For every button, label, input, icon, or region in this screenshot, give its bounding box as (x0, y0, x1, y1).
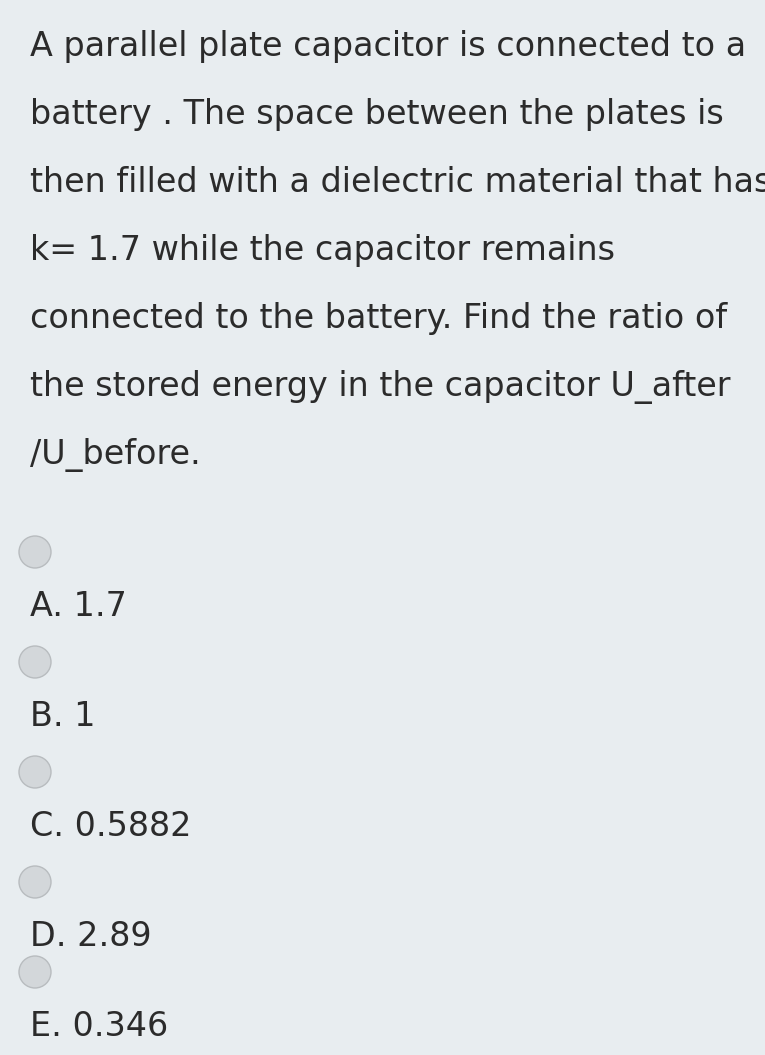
Text: E. 0.346: E. 0.346 (30, 1010, 168, 1043)
Text: connected to the battery. Find the ratio of: connected to the battery. Find the ratio… (30, 302, 727, 335)
Text: then filled with a dielectric material that has: then filled with a dielectric material t… (30, 166, 765, 199)
Circle shape (19, 536, 51, 568)
Text: k= 1.7 while the capacitor remains: k= 1.7 while the capacitor remains (30, 234, 615, 267)
Text: the stored energy in the capacitor U_after: the stored energy in the capacitor U_aft… (30, 370, 731, 404)
Text: C. 0.5882: C. 0.5882 (30, 810, 191, 843)
Text: A. 1.7: A. 1.7 (30, 590, 127, 624)
Circle shape (19, 956, 51, 987)
Text: B. 1: B. 1 (30, 701, 96, 733)
Circle shape (19, 646, 51, 678)
Circle shape (19, 866, 51, 898)
Text: /U_before.: /U_before. (30, 438, 200, 472)
Circle shape (19, 756, 51, 788)
Text: A parallel plate capacitor is connected to a: A parallel plate capacitor is connected … (30, 30, 746, 63)
Text: battery . The space between the plates is: battery . The space between the plates i… (30, 98, 724, 131)
Text: D. 2.89: D. 2.89 (30, 920, 151, 953)
